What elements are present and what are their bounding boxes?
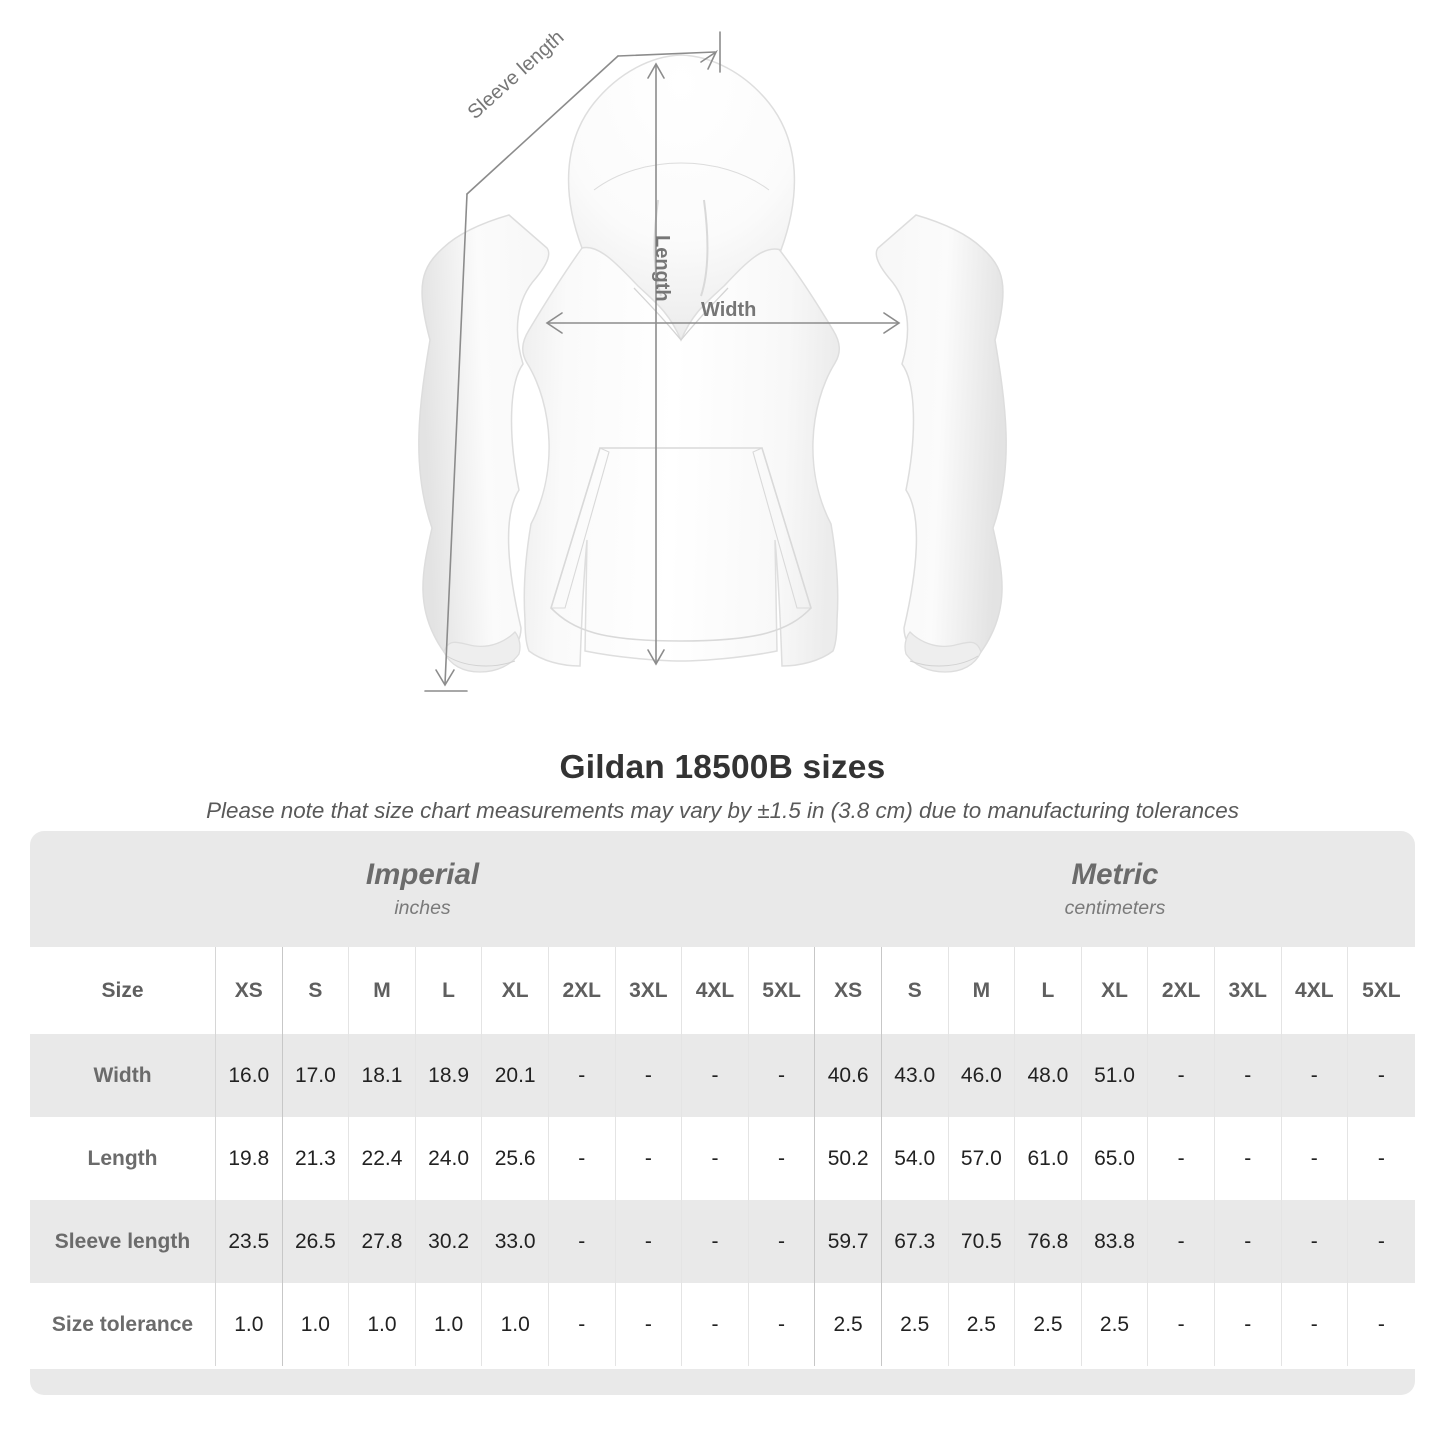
svg-text:Width: Width bbox=[701, 299, 756, 321]
svg-text:Length: Length bbox=[651, 235, 673, 302]
svg-text:Sleeve length: Sleeve length bbox=[464, 26, 569, 123]
